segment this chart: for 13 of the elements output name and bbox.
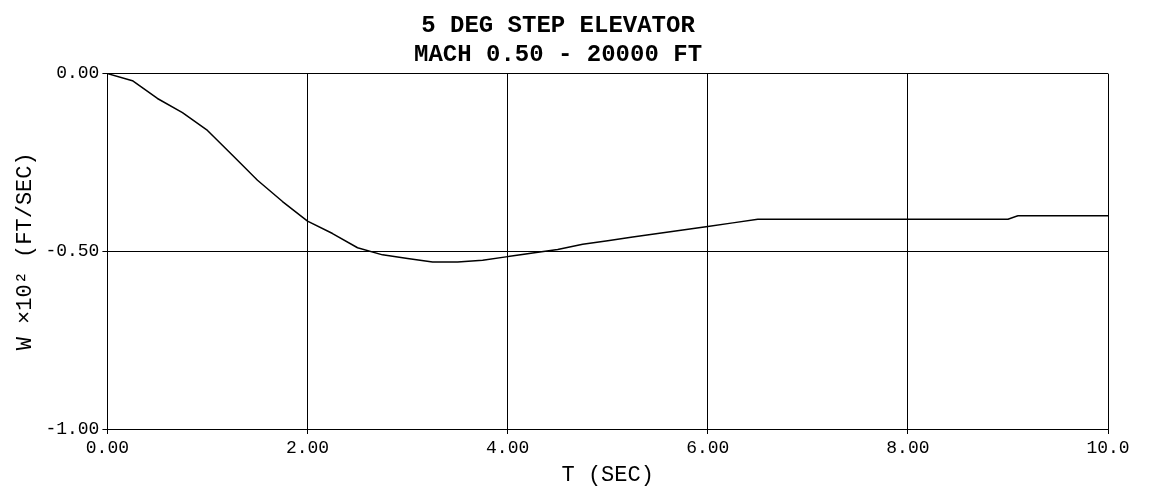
text: 5 DEG STEP ELEVATOR (421, 12, 695, 40)
y-tick-label: -0.50 (45, 241, 100, 262)
x-tick-label: 4.00 (486, 437, 530, 458)
x-tick-label: 2.00 (285, 437, 330, 458)
y-axis-title: W ×10² (FT/SEC) (13, 152, 39, 351)
x-tick-label: 10.0 (1086, 437, 1130, 458)
text: MACH 0.50 - 20000 FT (413, 41, 703, 69)
y-tick-label: -1.00 (45, 418, 100, 439)
y-tick-label: 0.00 (56, 63, 100, 84)
x-tick-label: 0.00 (85, 437, 130, 458)
x-tick-label: 6.00 (686, 437, 730, 458)
x-axis-title: T (SEC) (561, 462, 654, 488)
x-tick-label: 8.00 (886, 437, 930, 458)
